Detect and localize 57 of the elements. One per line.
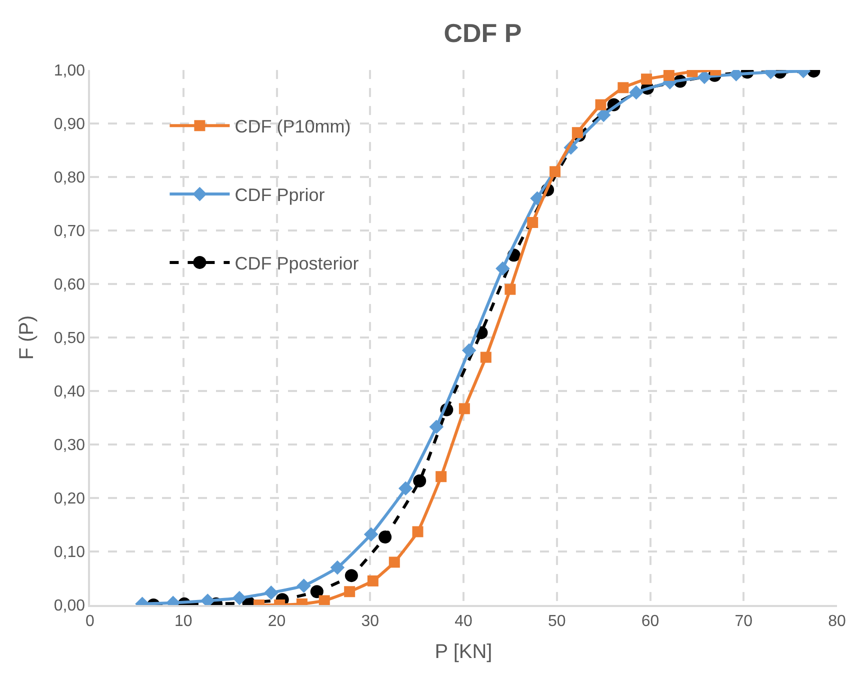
point bbox=[663, 70, 674, 81]
point bbox=[388, 556, 400, 568]
legend-label: CDF Pprior bbox=[234, 185, 325, 206]
point bbox=[504, 284, 516, 295]
x-tick-label: 60 bbox=[641, 612, 660, 630]
point bbox=[550, 166, 561, 178]
x-tick-label: 80 bbox=[828, 612, 846, 630]
point bbox=[462, 343, 476, 358]
point bbox=[318, 595, 330, 605]
y-tick-label: 0,60 bbox=[54, 276, 86, 294]
point bbox=[697, 70, 712, 84]
x-tick-label: 50 bbox=[548, 612, 566, 630]
point bbox=[378, 530, 392, 544]
point bbox=[429, 420, 444, 434]
point bbox=[344, 586, 356, 598]
legend-label: CDF (P10mm) bbox=[234, 116, 351, 137]
x-axis-title: P [KN] bbox=[434, 640, 492, 663]
x-tick-label: 20 bbox=[268, 612, 286, 630]
point bbox=[344, 569, 358, 582]
chart-title: CDF P bbox=[444, 18, 522, 48]
point bbox=[413, 474, 426, 488]
point bbox=[296, 578, 311, 593]
point bbox=[367, 575, 378, 586]
x-tick-label: 40 bbox=[454, 612, 472, 630]
point bbox=[496, 261, 510, 276]
point bbox=[618, 82, 629, 94]
y-tick-label: 0,70 bbox=[54, 223, 86, 240]
x-tick-label: 10 bbox=[174, 612, 192, 630]
point bbox=[364, 527, 378, 542]
point bbox=[458, 403, 470, 414]
y-tick-label: 0,20 bbox=[54, 490, 86, 508]
point bbox=[398, 481, 413, 496]
point bbox=[264, 586, 278, 600]
x-tick-label: 30 bbox=[361, 612, 380, 630]
point bbox=[412, 526, 424, 538]
y-tick-label: 0,50 bbox=[54, 330, 86, 348]
point bbox=[310, 585, 324, 598]
y-axis-title: F (P) bbox=[16, 315, 38, 360]
point bbox=[641, 74, 652, 85]
y-tick-label: 1,00 bbox=[54, 62, 86, 80]
x-tick-label: 0 bbox=[86, 612, 95, 630]
point bbox=[436, 471, 447, 482]
x-tick-label: 70 bbox=[734, 612, 753, 630]
point bbox=[629, 85, 644, 100]
point bbox=[480, 352, 492, 363]
point bbox=[595, 99, 606, 110]
y-tick-label: 0,80 bbox=[54, 170, 86, 187]
point bbox=[330, 560, 345, 575]
point bbox=[527, 216, 538, 228]
point bbox=[232, 590, 247, 605]
y-tick-label: 0,00 bbox=[54, 598, 86, 615]
legend-label: CDF Pposterior bbox=[234, 253, 359, 274]
y-tick-label: 0,10 bbox=[54, 544, 86, 562]
y-tick-label: 0,90 bbox=[54, 116, 86, 134]
point bbox=[572, 127, 583, 138]
y-tick-label: 0,40 bbox=[54, 384, 86, 401]
y-tick-label: 0,30 bbox=[54, 437, 86, 454]
